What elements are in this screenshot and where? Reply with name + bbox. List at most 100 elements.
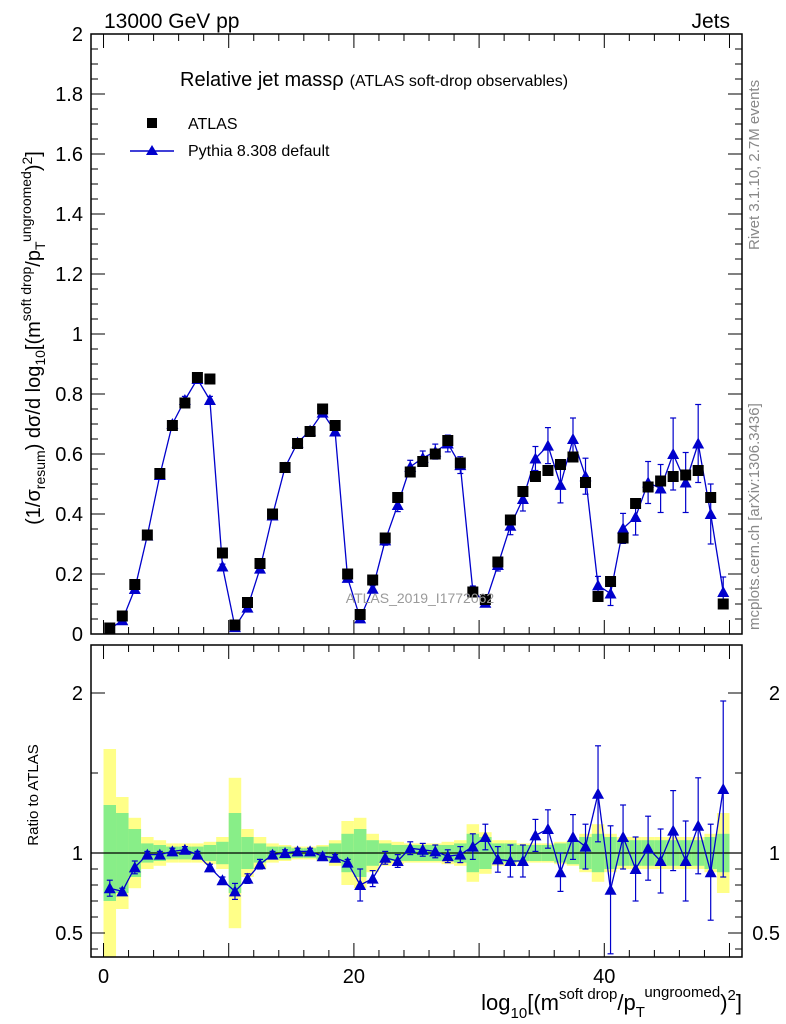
ratio-tick-label-right: 2	[769, 683, 780, 705]
data-point	[680, 469, 692, 481]
ratio-point	[103, 882, 116, 894]
ratio-point	[241, 872, 254, 884]
legend-pythia-label: Pythia 8.308 default	[188, 143, 330, 160]
data-point	[617, 532, 629, 544]
axes-layer: 00.20.40.60.811.21.41.61.820.5 0.51 12 20 20…	[55, 24, 780, 988]
data-point	[655, 475, 667, 487]
y-tick-label: 1.4	[55, 204, 83, 226]
ratio-point	[379, 851, 392, 863]
ratio-point	[566, 831, 579, 842]
mc-point	[366, 582, 379, 594]
y-tick-label: 1	[72, 324, 83, 346]
ratio-point	[516, 855, 529, 866]
data-point	[567, 451, 579, 463]
data-point	[116, 610, 128, 622]
x-axis-label: log10[(msoft drop/pTungroomed)2]	[481, 984, 742, 1022]
mc-point	[541, 439, 554, 451]
ratio-plot-frame	[90, 644, 743, 958]
data-point	[705, 492, 717, 503]
mc-point	[566, 433, 579, 444]
data-point	[141, 529, 153, 541]
data-point	[717, 598, 729, 610]
ratio-point	[279, 847, 292, 858]
mc-point	[516, 493, 529, 504]
ratio-point	[579, 840, 592, 852]
chart-title-sub: (ATLAS soft-drop observables)	[350, 73, 568, 90]
chart-title-main: Relative jet massρ	[180, 69, 344, 91]
mc-point	[717, 586, 730, 597]
data-point	[329, 420, 341, 431]
ratio-point	[329, 851, 342, 863]
ratio-point	[153, 848, 166, 860]
mc-point	[529, 452, 542, 464]
data-point	[342, 568, 354, 580]
mc-point	[629, 511, 642, 522]
data-point	[304, 426, 316, 437]
ratio-point	[366, 872, 379, 884]
data-point	[154, 468, 166, 479]
ratio-point	[541, 823, 554, 834]
ratio-point	[316, 850, 329, 862]
ratio-point	[254, 858, 267, 870]
header-process: 13000 GeV pp	[104, 10, 240, 33]
mc-point	[216, 560, 229, 572]
ratio-point	[629, 863, 642, 874]
x-tick-label: 0	[98, 966, 109, 988]
ratio-point	[679, 855, 692, 866]
ratio-point	[667, 824, 680, 836]
ratio-point	[116, 885, 129, 897]
mc-point	[679, 476, 692, 488]
ratio-point	[554, 866, 567, 878]
data-point	[429, 448, 441, 460]
data-point	[216, 547, 228, 559]
header-category: Jets	[691, 10, 730, 33]
ratio-point	[617, 831, 630, 842]
mc-point	[604, 587, 617, 599]
data-point	[529, 471, 541, 482]
data-point	[279, 462, 291, 473]
ratio-tick-label-left: 2	[72, 683, 83, 705]
data-point	[504, 514, 516, 526]
ratio-point	[216, 874, 229, 886]
ratio-point	[191, 848, 204, 860]
x-tick-label: 20	[343, 966, 365, 988]
mc-point	[692, 437, 705, 449]
ratio-point	[454, 848, 467, 860]
ratio-point	[704, 866, 717, 878]
y-tick-label: 0.8	[55, 384, 83, 406]
ratio-point	[304, 845, 317, 857]
legend-atlas-marker	[147, 118, 157, 128]
ratio-point	[654, 855, 667, 866]
legend-atlas-label: ATLAS	[188, 116, 238, 133]
data-point	[479, 594, 491, 605]
y-tick-label: 1.6	[55, 144, 83, 166]
chart-title: Relative jet massρ (ATLAS soft-drop obser…	[180, 69, 568, 91]
mc-point	[654, 482, 667, 494]
data-point	[104, 622, 116, 634]
ratio-point	[491, 853, 504, 865]
data-point	[379, 532, 391, 544]
y-tick-label: 0.2	[55, 564, 83, 586]
ratio-tick-label-right: 0.5	[752, 923, 780, 945]
data-point	[191, 372, 203, 383]
ratio-point	[291, 845, 304, 857]
data-point	[542, 465, 554, 476]
data-point	[317, 403, 329, 415]
data-point	[129, 579, 141, 590]
ratio-point	[178, 843, 191, 855]
ratio-point	[203, 861, 216, 873]
x-tick-label: 40	[593, 966, 615, 988]
analysis-watermark: ATLAS_2019_I1772062	[346, 590, 495, 606]
mc-point	[391, 499, 404, 510]
data-point	[417, 456, 429, 467]
ratio-point	[479, 831, 492, 842]
ratio-axis-label: Ratio to ATLAS	[25, 744, 42, 845]
ratio-point	[341, 856, 354, 868]
mc-point	[592, 579, 605, 591]
data-point	[517, 486, 529, 497]
ratio-point	[166, 845, 179, 857]
data-point	[467, 586, 479, 598]
ratio-point	[391, 855, 404, 866]
ratio-point	[466, 840, 479, 852]
